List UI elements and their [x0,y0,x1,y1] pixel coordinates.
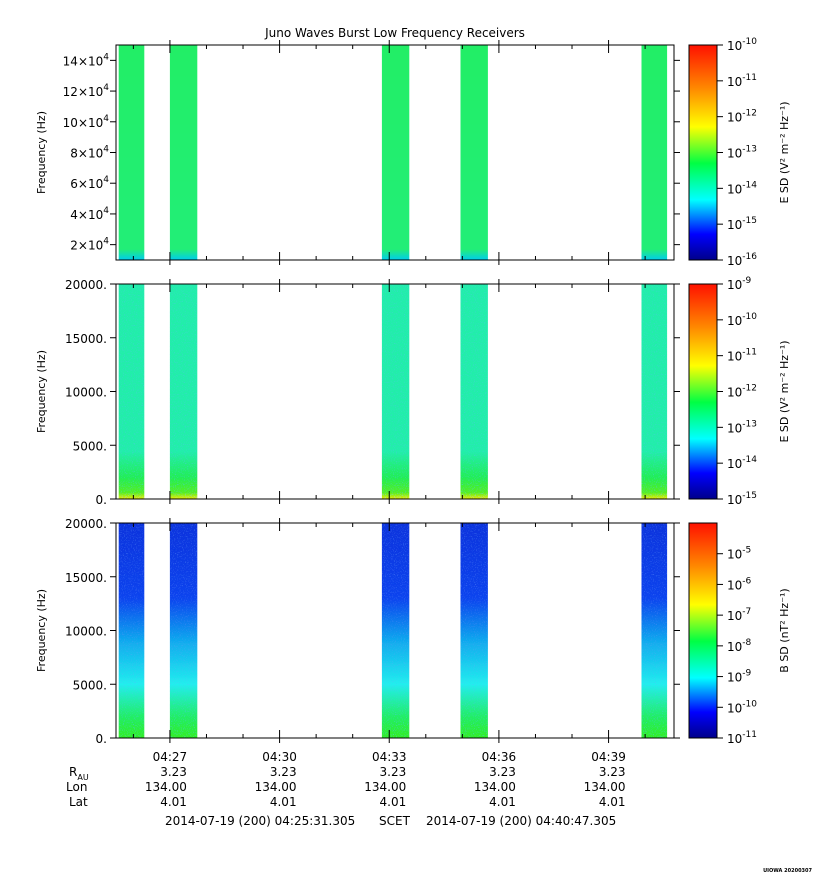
ephemeris-value: 134.00 [145,780,187,794]
burst-block [641,45,668,260]
x-tick-label: 04:39 [591,750,626,764]
colorbar-label: B SD (nT² Hz⁻¹) [778,588,791,672]
y-tick-label: 8×104 [70,145,109,161]
burst-block [641,284,668,499]
panel-3: 20000. 15000. 10000. 5000. 0. Frequency (Hz) 1… [35,517,791,746]
y-tick-label: 10000. [65,625,107,639]
colorbar-tick-label: 10-16 [727,252,757,268]
ephemeris-label-lat: Lat [69,795,88,809]
y-tick-label: 15000. [65,571,107,585]
x-tick-label: 04:36 [482,750,517,764]
colorbar-tick-label: 10-14 [727,180,757,196]
ephemeris-row-labels: RAU Lon Lat [66,765,89,809]
colorbar-tick-label: 10-10 [727,312,757,328]
ephemeris-label-r: RAU [69,765,89,782]
y-tick-label: 12×104 [63,83,110,99]
panel-2: 20000. 15000. 10000. 5000. 0. Frequency (Hz) 1… [35,276,791,507]
y-tick-label: 0. [96,732,107,746]
burst-block [169,523,198,738]
y-tick-label: 15000. [65,332,107,346]
colorbar [688,283,718,500]
y-axis-label: Frequency (Hz) [35,350,48,433]
ephemeris-value: 3.23 [270,765,297,779]
y-axis-label: Frequency (Hz) [35,111,48,194]
ephemeris-value: 3.23 [599,765,626,779]
time-range-label: SCET [379,814,411,828]
colorbar-tick-label: 10-5 [727,546,751,562]
burst-block [460,45,488,260]
time-range-end: 2014-07-19 (200) 04:40:47.305 [426,814,616,828]
y-tick-label: 20000. [65,278,107,292]
ephemeris-value: 134.00 [255,780,297,794]
ephemeris-value: 4.01 [489,795,516,809]
x-tick-label: 04:33 [372,750,407,764]
burst-block [641,523,668,738]
colorbar-tick-label: 10-13 [727,145,757,161]
colorbar-tick-label: 10-11 [727,348,757,364]
y-tick-label: 20000. [65,517,107,531]
ephemeris-value: 4.01 [270,795,297,809]
burst-block [460,523,488,738]
y-tick-label: 5000. [73,678,107,692]
colorbar-tick-label: 10-12 [727,109,757,125]
burst-block [118,284,145,499]
burst-block [460,284,488,499]
colorbar-tick-label: 10-8 [727,638,752,654]
y-axis-label: Frequency (Hz) [35,589,48,672]
footer-tag: UIOWA 20200307 [763,868,812,874]
x-tick-label: 04:27 [153,750,188,764]
y-tick-label: 10000. [65,386,107,400]
colorbar-label: E SD (V² m⁻² Hz⁻¹) [778,340,791,442]
burst-block [381,284,410,499]
time-range: 2014-07-19 (200) 04:25:31.305 SCET 2014-… [165,814,616,828]
colorbar-tick-label: 10-9 [727,276,752,292]
panel-1: 14×104 12×104 10×104 8×104 6×104 4×104 2×104 Fr… [35,37,791,268]
colorbar-tick-label: 10-10 [727,699,757,715]
colorbar [688,44,718,261]
x-axis-ticks: 04:27 04:30 04:33 04:36 04:39 [153,750,626,764]
panels: 14×104 12×104 10×104 8×104 6×104 4×104 2×104 Fr… [35,37,791,746]
y-tick-label: 6×104 [70,175,109,191]
ephemeris-value: 134.00 [584,780,626,794]
colorbar-label: E SD (V² m⁻² Hz⁻¹) [778,101,791,203]
y-tick-label: 10×104 [63,114,110,130]
ephemeris-value: 3.23 [160,765,187,779]
colorbar-tick-label: 10-13 [727,419,757,435]
x-tick-label: 04:30 [262,750,297,764]
burst-block [118,45,145,260]
colorbar-tick-label: 10-11 [727,73,757,89]
burst-block [381,45,410,260]
ephemeris-value: 134.00 [474,780,516,794]
colorbar-tick-label: 10-10 [727,37,757,53]
y-tick-label: 4×104 [70,206,109,222]
y-tick-label: 5000. [73,439,107,453]
ephemeris-value: 134.00 [364,780,406,794]
chart-title: Juno Waves Burst Low Frequency Receivers [264,26,525,40]
y-tick-label: 2×104 [70,237,109,253]
ephemeris-value: 4.01 [160,795,187,809]
ephemeris-value: 4.01 [380,795,407,809]
ephemeris-value: 3.23 [489,765,516,779]
colorbar-tick-label: 10-9 [727,669,752,685]
y-tick-label: 14×104 [63,52,110,68]
burst-block [381,523,410,738]
colorbar-tick-label: 10-15 [727,491,757,507]
ephemeris-value: 3.23 [380,765,407,779]
colorbar-tick-label: 10-7 [727,607,751,623]
ephemeris-label-lon: Lon [66,780,87,794]
colorbar-tick-label: 10-14 [727,455,757,471]
colorbar-tick-label: 10-6 [727,576,752,592]
y-tick-label: 0. [96,493,107,507]
burst-block [169,45,198,260]
burst-block [169,284,198,499]
colorbar-tick-label: 10-15 [727,216,757,232]
colorbar-tick-label: 10-11 [727,730,757,746]
ephemeris-value: 4.01 [599,795,626,809]
colorbar-tick-label: 10-12 [727,384,757,400]
burst-block [118,523,145,738]
colorbar [688,522,718,739]
time-range-start: 2014-07-19 (200) 04:25:31.305 [165,814,355,828]
